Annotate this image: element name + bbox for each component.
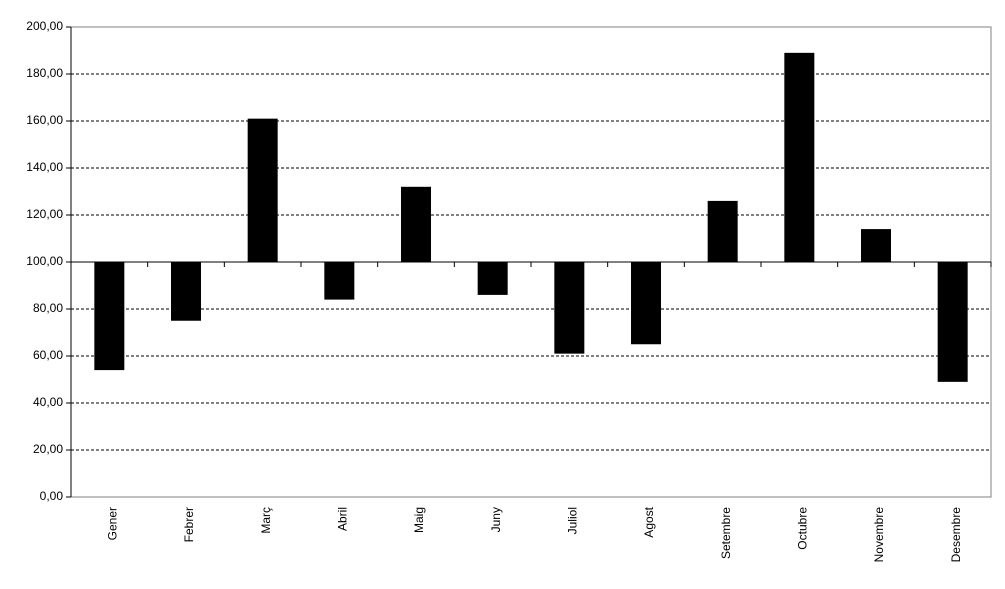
y-tick-label: 140,00 [26,160,63,174]
x-tick-label: Juliol [566,507,580,534]
y-tick-label: 160,00 [26,113,63,127]
x-tick-label: Setembre [719,507,733,559]
bar [94,262,125,371]
bar [861,229,891,262]
bar [631,262,661,345]
bar [247,118,278,263]
x-tick-label: Desembre [949,507,963,563]
y-tick-label: 100,00 [26,254,63,268]
y-tick-label: 120,00 [26,207,63,221]
x-tick-label: Juny [489,507,503,532]
bar [554,262,585,354]
bar [171,262,201,321]
x-tick-label: Maig [412,507,426,533]
y-tick-label: 20,00 [33,442,63,456]
bar [401,186,431,262]
y-tick-label: 60,00 [33,348,63,362]
x-tick-label: Febrer [182,507,196,542]
y-tick-label: 180,00 [26,66,63,80]
y-tick-label: 40,00 [33,395,63,409]
bar [324,262,355,300]
x-tick-label: Gener [106,507,120,540]
x-tick-label: Agost [642,506,656,537]
x-tick-label: Març [259,507,273,534]
x-tick-label: Octubre [796,507,810,550]
y-tick-label: 80,00 [33,301,63,315]
y-tick-label: 0,00 [40,489,64,503]
x-tick-label: Abril [336,507,350,531]
bar [784,52,815,262]
bar [937,262,968,382]
y-tick-label: 200,00 [26,19,63,33]
x-tick-label: Novembre [872,507,886,563]
bar [477,262,508,295]
bar [707,200,738,262]
